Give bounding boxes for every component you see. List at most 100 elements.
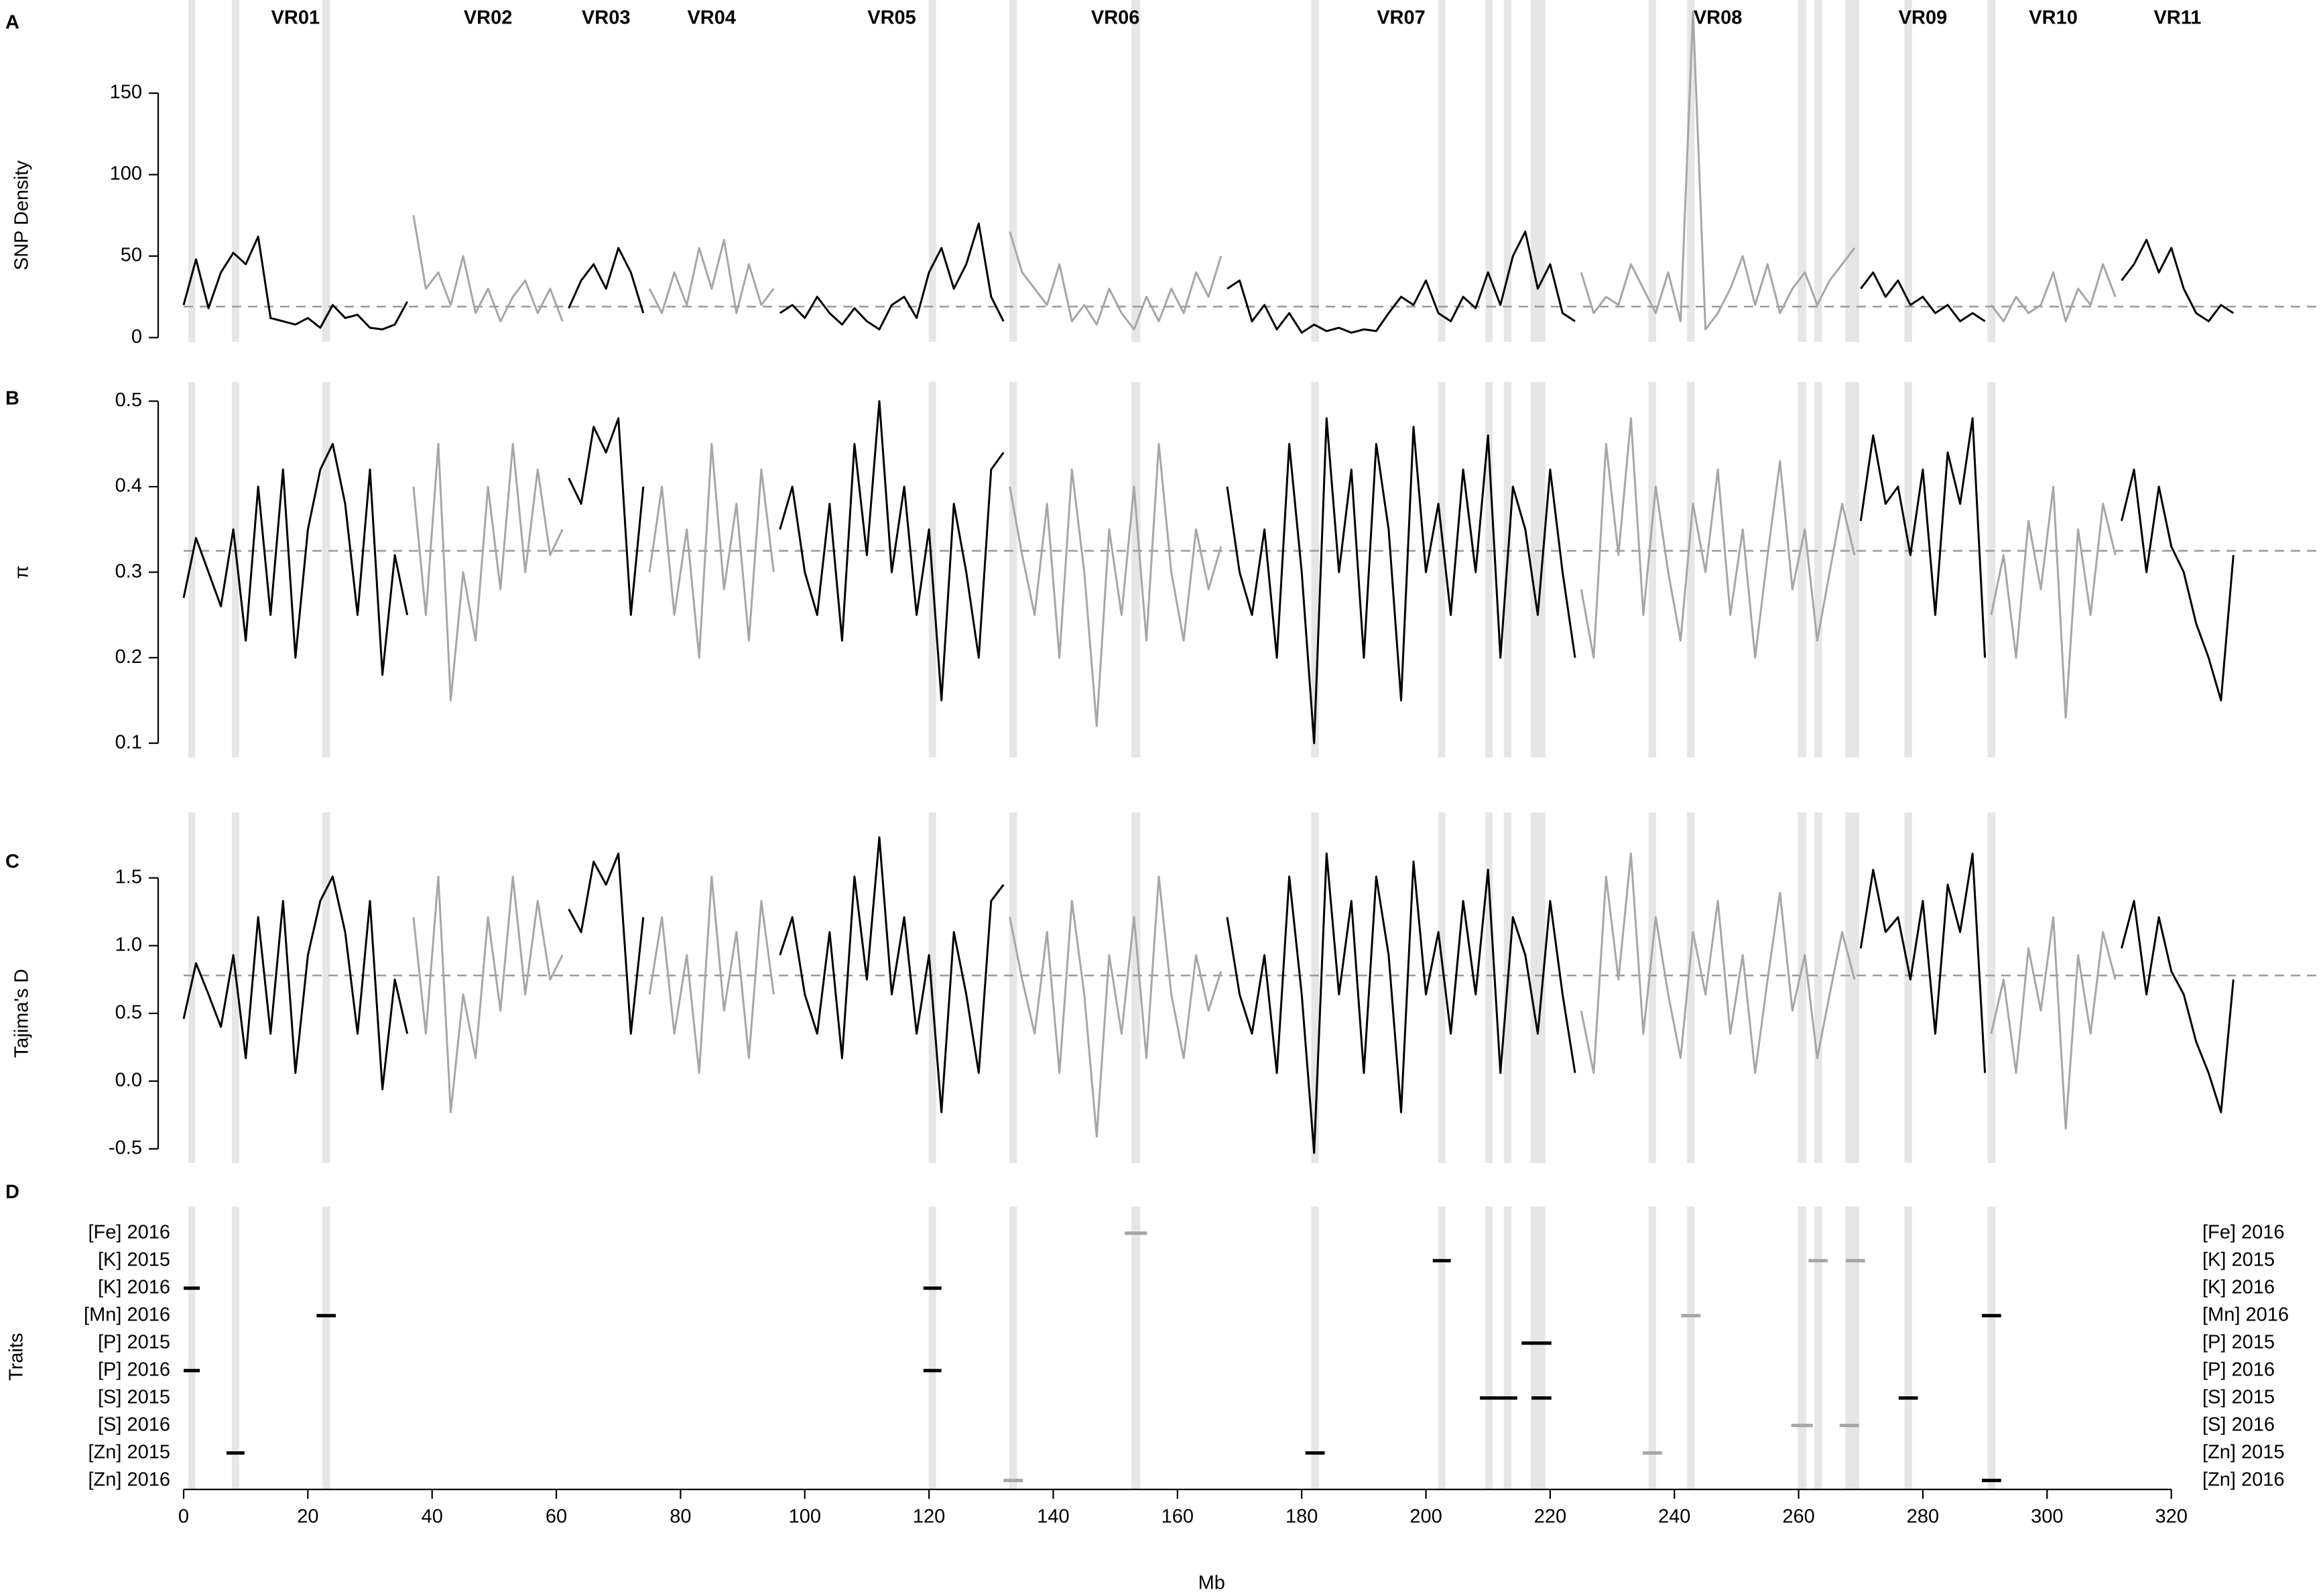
x-tick-label: 140 <box>1037 1506 1069 1528</box>
locus-band <box>1814 1207 1822 1489</box>
y-tick-label: 1.0 <box>115 934 142 955</box>
series-line <box>648 875 775 1075</box>
x-tick-label: 40 <box>422 1506 443 1528</box>
locus-band <box>1845 1207 1853 1489</box>
locus-band <box>1851 1207 1860 1489</box>
locus-band <box>1798 812 1807 1163</box>
series-line <box>412 442 564 702</box>
chromosome-label: VR06 <box>1091 7 1140 29</box>
trait-label-right: [Fe] 2016 <box>2202 1221 2285 1243</box>
trait-label: [S] 2016 <box>98 1414 170 1435</box>
panel-label: B <box>5 388 19 410</box>
locus-band <box>1987 0 1996 342</box>
trait-label-right: [K] 2016 <box>2202 1276 2275 1298</box>
y-axis-title: Tajima's D <box>11 969 33 1058</box>
series-line <box>1227 231 1576 334</box>
series-line <box>1990 263 2117 322</box>
trait-label: [P] 2015 <box>98 1331 170 1353</box>
x-tick-label: 160 <box>1162 1506 1194 1528</box>
x-tick-label: 240 <box>1658 1506 1690 1528</box>
series-line <box>1580 11 1856 330</box>
x-tick-label: 300 <box>2031 1506 2063 1528</box>
locus-band <box>1987 1207 1996 1489</box>
trait-label-right: [P] 2015 <box>2202 1331 2275 1353</box>
locus-band <box>1503 1207 1512 1489</box>
locus-band <box>1687 0 1695 342</box>
x-axis-title: Mb <box>1198 1573 1225 1594</box>
chromosome-label: VR09 <box>1899 7 1948 29</box>
locus-band <box>188 1207 196 1489</box>
series-line <box>1859 417 1987 658</box>
trait-label-right: [Mn] 2016 <box>2202 1304 2289 1325</box>
y-axis-title: SNP Density <box>11 160 33 270</box>
x-tick-label: 220 <box>1534 1506 1566 1528</box>
y-tick-label: 100 <box>110 163 142 184</box>
chromosome-label: VR02 <box>464 7 513 29</box>
series-line <box>412 215 564 322</box>
locus-band <box>1485 0 1493 342</box>
x-tick-label: 320 <box>2155 1506 2187 1528</box>
locus-band <box>1798 382 1807 757</box>
series-line <box>1860 271 1986 322</box>
locus-band <box>1814 0 1822 342</box>
chromosome-label: VR01 <box>271 7 320 29</box>
locus-band <box>1904 812 1912 1163</box>
locus-band <box>928 1207 936 1489</box>
locus-band <box>322 812 330 1163</box>
locus-band <box>188 0 196 342</box>
locus-band <box>1904 382 1912 757</box>
locus-band <box>1131 0 1141 342</box>
locus-band <box>1851 812 1860 1163</box>
locus-band <box>1311 812 1319 1163</box>
locus-band <box>1485 812 1493 1163</box>
x-tick-label: 80 <box>670 1506 691 1528</box>
locus-band <box>1438 1207 1446 1489</box>
y-tick-label: 0.5 <box>115 389 142 411</box>
locus-band <box>232 1207 239 1489</box>
series-line <box>568 417 645 616</box>
y-tick-label: 1.5 <box>115 866 142 887</box>
locus-band <box>1687 812 1695 1163</box>
y-tick-label: 150 <box>110 82 142 103</box>
trait-label: [K] 2016 <box>98 1276 170 1298</box>
trait-label-right: [S] 2016 <box>2202 1414 2275 1435</box>
locus-band <box>1438 0 1446 342</box>
locus-band <box>1987 382 1996 757</box>
locus-band <box>1648 812 1657 1163</box>
locus-band <box>232 382 239 757</box>
trait-label: [Zn] 2015 <box>88 1441 170 1463</box>
x-tick-label: 100 <box>789 1506 821 1528</box>
locus-band <box>1009 382 1017 757</box>
y-axis-title: Traits <box>6 1333 27 1380</box>
y-tick-label: -0.5 <box>109 1138 142 1159</box>
series-line <box>1226 852 1576 1154</box>
series-line <box>1009 231 1222 330</box>
series-line <box>648 442 775 659</box>
series-line <box>648 239 775 314</box>
trait-label: [K] 2015 <box>98 1249 170 1270</box>
chromosome-label: VR10 <box>2029 7 2078 29</box>
locus-band <box>1687 382 1695 757</box>
y-tick-label: 0.1 <box>115 731 142 753</box>
locus-band <box>1311 0 1319 342</box>
locus-band <box>1851 0 1860 342</box>
locus-band <box>1503 0 1512 342</box>
locus-band <box>1904 0 1912 342</box>
x-tick-label: 120 <box>913 1506 945 1528</box>
trait-label-right: [Zn] 2016 <box>2202 1469 2285 1490</box>
chromosome-label: VR07 <box>1377 7 1426 29</box>
trait-label-right: [Zn] 2015 <box>2202 1441 2285 1463</box>
y-tick-label: 50 <box>121 245 142 266</box>
locus-band <box>1845 382 1853 757</box>
locus-band <box>1438 382 1446 757</box>
locus-band <box>232 0 239 342</box>
locus-band <box>1648 0 1657 342</box>
series-line <box>779 400 1005 702</box>
series-line <box>1009 442 1222 727</box>
locus-band <box>1131 812 1141 1163</box>
trait-label-right: [P] 2016 <box>2202 1359 2275 1380</box>
x-tick-label: 60 <box>546 1506 567 1528</box>
chromosome-label: VR05 <box>867 7 916 29</box>
x-tick-label: 260 <box>1782 1506 1814 1528</box>
